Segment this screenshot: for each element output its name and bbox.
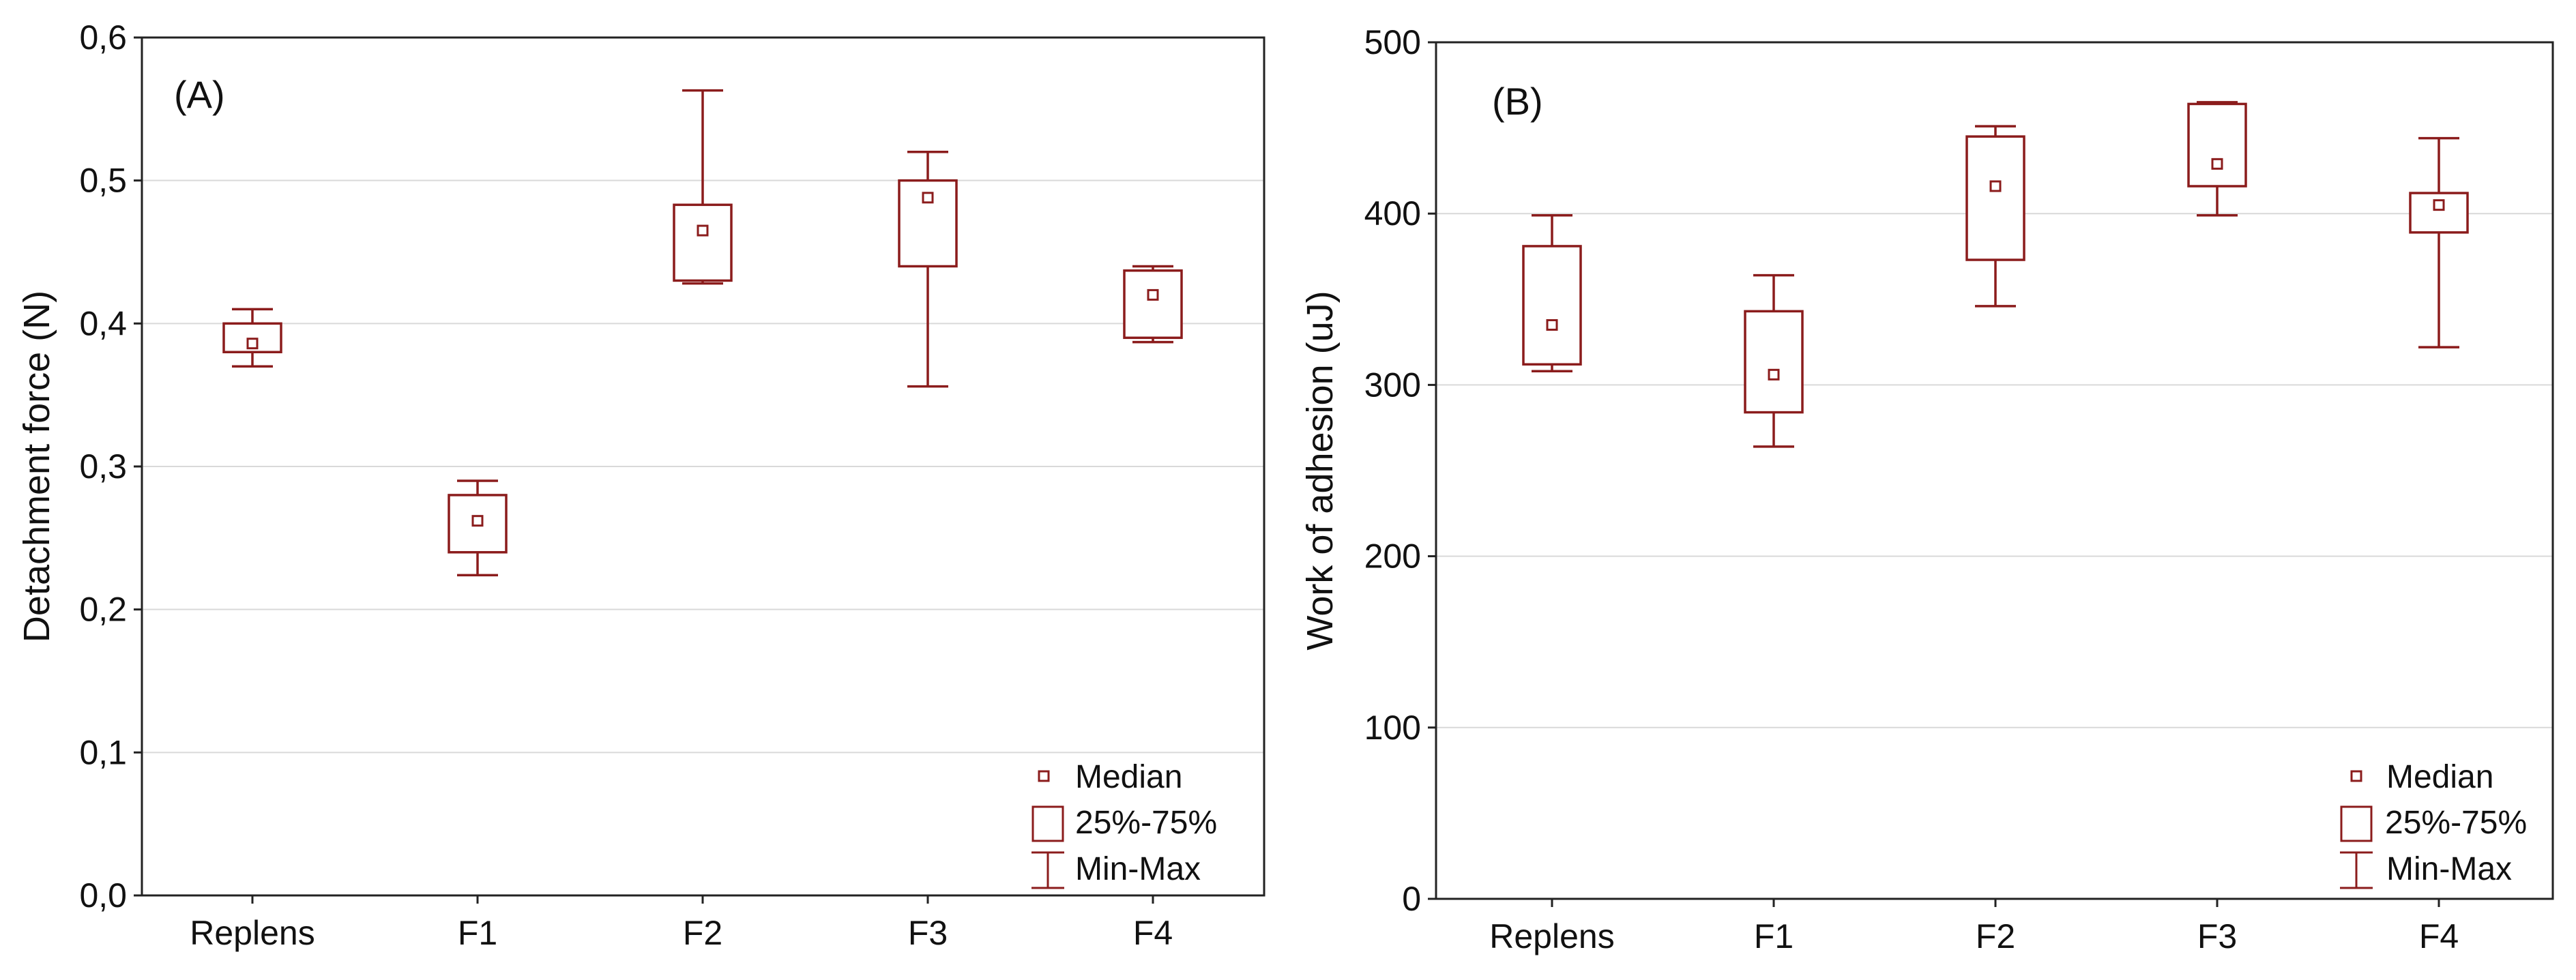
legend: Median 25%-75% Min-Max: [2340, 759, 2527, 889]
box-f4: [1123, 265, 1183, 344]
x-tick-label: Replens: [190, 914, 314, 952]
box-replens: [222, 308, 282, 368]
y-tick-label: 0,6: [79, 18, 127, 57]
legend-box-label: 25%-75%: [2385, 805, 2527, 841]
y-tick-label: 100: [1364, 709, 1421, 747]
legend-minmax-label: Min-Max: [2386, 851, 2512, 887]
x-tick-label: F2: [683, 914, 722, 952]
y-tick-label: 0,4: [79, 304, 127, 342]
iqr-box: [2409, 192, 2469, 234]
panel-b: 0 100 200 300 400 500 Replens F1 F2 F3 F4 (B) Work…: [1300, 23, 2554, 955]
panel-label: (B): [1492, 80, 1543, 123]
median-marker: [471, 515, 484, 527]
y-tick-label: 0,1: [79, 733, 127, 771]
legend-median-symbol: [1038, 770, 1050, 782]
legend-median-symbol: [2350, 770, 2362, 782]
box-replens: [1522, 213, 1582, 373]
median-marker: [1989, 180, 2002, 192]
y-tick-label: 400: [1364, 194, 1421, 233]
x-tick-label: F4: [2419, 917, 2459, 955]
box-f3: [2187, 101, 2247, 217]
y-tick-label: 0,3: [79, 447, 127, 486]
panel-a: 0,0 0,1 0,2 0,3 0,4 0,5 0,6 Replens F1 F2 F3 F4 (A)…: [16, 18, 1265, 952]
x-tick-label: F2: [1976, 917, 2015, 955]
median-marker: [697, 224, 709, 237]
legend-box-label: 25%-75%: [1075, 805, 1217, 841]
median-marker: [246, 338, 259, 350]
iqr-box: [673, 203, 733, 282]
median-marker: [2433, 199, 2445, 211]
box-f1: [1744, 273, 1804, 448]
median-marker: [922, 192, 934, 204]
x-tick-label: F4: [1133, 914, 1173, 952]
y-tick-label: 500: [1364, 23, 1421, 61]
x-tick-label: F1: [458, 914, 497, 952]
iqr-box: [1965, 135, 2025, 261]
y-tick-label: 0,2: [79, 591, 127, 629]
legend-box-symbol: [2340, 805, 2373, 842]
x-tick-label: Replens: [1489, 917, 1614, 955]
x-tick-label: F3: [2197, 917, 2237, 955]
iqr-box: [1522, 245, 1582, 366]
y-tick-label: 0,5: [79, 162, 127, 200]
panel-label: (A): [174, 73, 225, 116]
legend: Median 25%-75% Min-Max: [1031, 759, 1217, 889]
y-tick-label: 0,0: [79, 876, 127, 915]
y-tick-label: 300: [1364, 366, 1421, 404]
iqr-box: [1123, 269, 1183, 340]
box-f2: [673, 89, 733, 285]
box-f4: [2409, 136, 2469, 348]
legend-median-label: Median: [2386, 759, 2493, 795]
y-axis-title: Detachment force (N): [16, 291, 57, 642]
legend-box-symbol: [1031, 805, 1064, 842]
x-tick-label: F1: [1754, 917, 1794, 955]
legend-median-label: Median: [1075, 759, 1182, 795]
box-f2: [1965, 125, 2025, 308]
y-tick-label: 200: [1364, 537, 1421, 576]
median-marker: [1546, 318, 1558, 331]
legend-minmax-label: Min-Max: [1075, 851, 1201, 887]
median-marker: [1147, 288, 1159, 301]
x-tick-label: F3: [908, 914, 948, 952]
median-marker: [2211, 158, 2223, 170]
iqr-box: [1744, 310, 1804, 414]
box-f1: [448, 479, 508, 577]
box-f3: [898, 150, 958, 388]
median-marker: [1768, 368, 1780, 381]
y-axis-title: Work of adhesion (uJ): [1300, 291, 1341, 650]
iqr-box: [2187, 102, 2247, 188]
y-tick-label: 0: [1402, 880, 1421, 918]
